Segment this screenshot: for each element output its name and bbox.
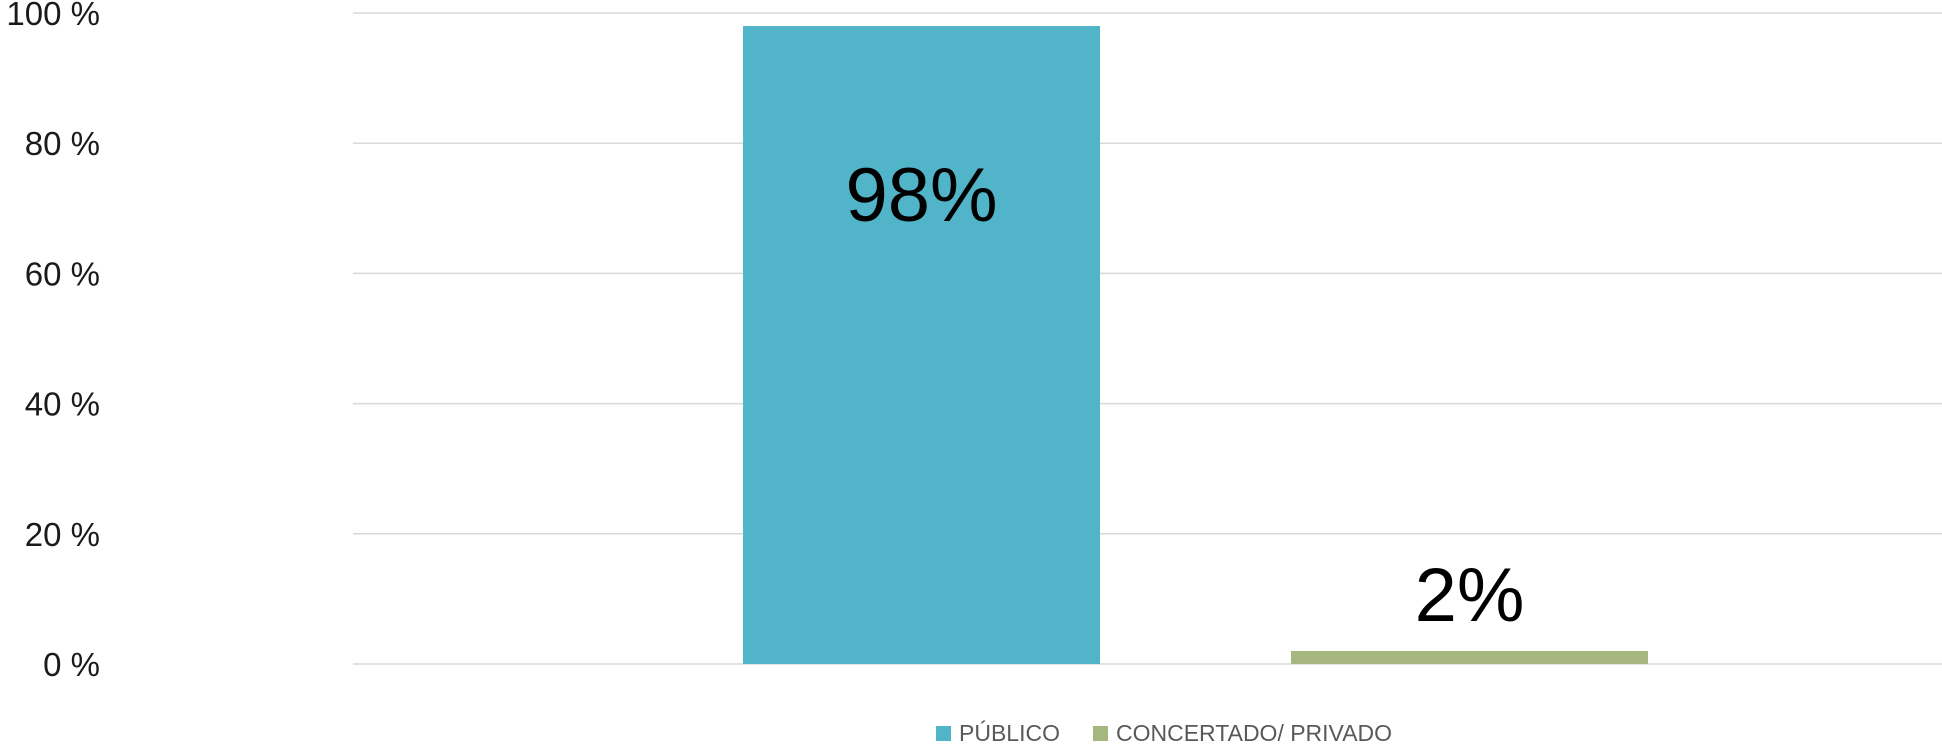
y-tick-label-100: 100 % (6, 0, 100, 32)
bar-publico (743, 26, 1100, 664)
legend: PÚBLICO CONCERTADO/ PRIVADO (936, 720, 1392, 745)
legend-label-concertado-privado: CONCERTADO/ PRIVADO (1116, 720, 1392, 745)
y-tick-label-60: 60 % (25, 255, 100, 292)
data-label-concertado-privado: 2% (1415, 553, 1525, 638)
y-axis-tick-labels: 0 % 20 % 40 % 60 % 80 % 100 % (6, 0, 100, 683)
legend-label-publico: PÚBLICO (959, 720, 1060, 745)
y-tick-label-0: 0 % (43, 646, 100, 683)
y-tick-label-20: 20 % (25, 516, 100, 553)
bar-concertado-privado (1291, 650, 1648, 664)
legend-swatch-publico (936, 726, 951, 741)
y-tick-label-40: 40 % (25, 386, 100, 423)
data-label-publico: 98% (845, 153, 997, 238)
gridlines (353, 12, 1942, 665)
data-labels: 98% 2% (845, 153, 1524, 638)
y-tick-label-80: 80 % (25, 125, 100, 162)
legend-swatch-concertado-privado (1093, 726, 1108, 741)
bars (743, 26, 1648, 664)
